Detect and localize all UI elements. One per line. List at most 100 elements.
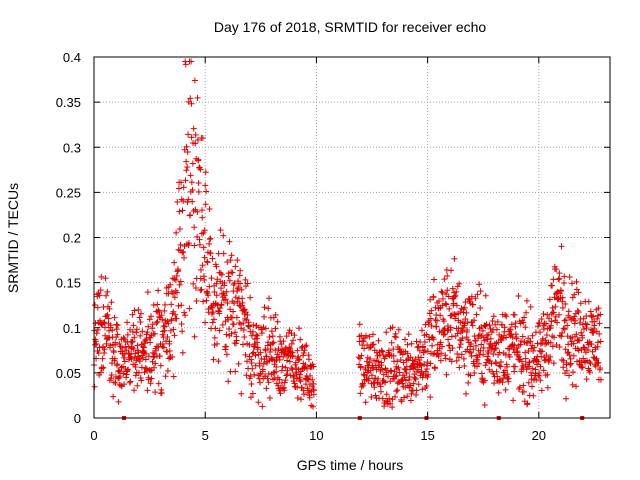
data-point (111, 355, 118, 362)
data-point (178, 302, 185, 309)
data-point (294, 394, 301, 401)
data-point (469, 322, 476, 329)
data-point (289, 349, 296, 356)
data-point (555, 276, 562, 283)
data-point (439, 295, 446, 302)
data-point (108, 299, 115, 306)
data-point (447, 324, 454, 331)
data-point (573, 383, 580, 390)
data-point (458, 351, 465, 358)
data-point (197, 166, 204, 173)
data-point (455, 354, 462, 361)
data-point (302, 361, 309, 368)
data-point (243, 372, 250, 379)
data-point (471, 317, 478, 324)
data-point (451, 255, 458, 262)
data-point (219, 290, 226, 297)
data-point (595, 359, 602, 366)
data-point (379, 348, 386, 355)
data-point (490, 370, 497, 377)
data-point (123, 347, 130, 354)
data-point (460, 355, 467, 362)
data-point (104, 288, 111, 295)
data-point (137, 374, 144, 381)
data-point (496, 349, 503, 356)
data-point (272, 347, 279, 354)
data-point (266, 333, 273, 340)
data-point (497, 358, 504, 365)
data-point (182, 61, 189, 68)
data-point (546, 315, 553, 322)
data-point (265, 379, 272, 386)
data-point (465, 379, 472, 386)
data-point (454, 330, 461, 337)
data-point (226, 238, 233, 245)
data-point (454, 283, 461, 290)
data-point (142, 356, 149, 363)
data-point (134, 382, 141, 389)
data-point (571, 291, 578, 298)
y-tick-label: 0.15 (56, 276, 81, 291)
data-point (377, 388, 384, 395)
data-point (131, 387, 138, 394)
data-point (382, 379, 389, 386)
data-point (408, 340, 415, 347)
data-point (267, 349, 274, 356)
data-point (248, 394, 255, 401)
data-point (181, 254, 188, 261)
data-point (502, 367, 509, 374)
data-point (441, 276, 448, 283)
data-point (373, 349, 380, 356)
data-point (530, 392, 537, 399)
data-point (452, 315, 459, 322)
data-point (492, 359, 499, 366)
data-point (360, 371, 367, 378)
data-point (468, 353, 475, 360)
data-point (526, 359, 533, 366)
data-point (517, 320, 524, 327)
data-point (556, 270, 563, 277)
data-point (129, 338, 136, 345)
data-point (179, 207, 186, 214)
data-point (594, 339, 601, 346)
data-point (505, 375, 512, 382)
data-point (501, 324, 508, 331)
data-point (132, 363, 139, 370)
data-point (184, 131, 191, 138)
data-point (550, 309, 557, 316)
data-point (107, 322, 114, 329)
data-point (448, 312, 455, 319)
data-point (401, 374, 408, 381)
data-point (438, 350, 445, 357)
data-point (380, 352, 387, 359)
data-point (174, 267, 181, 274)
data-point (395, 364, 402, 371)
data-point (142, 337, 149, 344)
y-tick-label: 0.2 (63, 231, 81, 246)
data-point (146, 316, 153, 323)
data-point (133, 357, 140, 364)
data-point (276, 376, 283, 383)
data-point (120, 370, 127, 377)
data-point (370, 365, 377, 372)
data-point (188, 134, 195, 141)
x-tick-label: 15 (420, 428, 434, 443)
data-point (412, 375, 419, 382)
data-point (244, 358, 251, 365)
data-point (410, 380, 417, 387)
data-point (121, 358, 128, 365)
data-point (306, 394, 313, 401)
data-point (492, 345, 499, 352)
data-point (181, 146, 188, 153)
data-point (481, 402, 488, 409)
data-point (297, 371, 304, 378)
data-point (225, 316, 232, 323)
data-point (230, 308, 237, 315)
data-point (477, 288, 484, 295)
data-point (269, 333, 276, 340)
data-point (200, 244, 207, 251)
data-point (413, 338, 420, 345)
data-point (540, 367, 547, 374)
data-point (177, 241, 184, 248)
